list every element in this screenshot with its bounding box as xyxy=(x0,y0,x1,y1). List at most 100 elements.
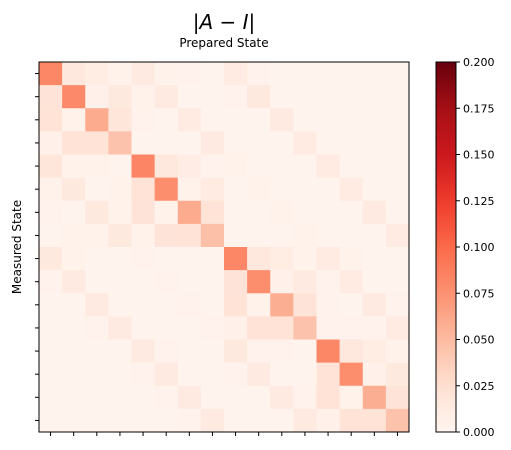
heatmap-cell xyxy=(224,154,248,178)
heatmap-cell xyxy=(339,270,364,294)
heatmap-cell xyxy=(85,62,109,86)
heatmap-cell xyxy=(177,177,202,202)
heatmap-cell xyxy=(385,293,410,317)
heatmap-cell xyxy=(224,362,248,387)
heatmap-cell xyxy=(108,293,132,317)
heatmap-cell xyxy=(316,247,340,271)
colorbar-tick-label: 0.150 xyxy=(463,149,495,162)
heatmap-cell xyxy=(177,247,202,271)
heatmap-cell xyxy=(154,247,179,271)
heatmap-cell xyxy=(293,293,317,317)
heatmap-cell xyxy=(362,339,387,363)
heatmap-cell xyxy=(154,293,179,317)
heatmap-cell xyxy=(339,200,364,225)
heatmap-cell xyxy=(85,293,109,317)
heatmap-cell xyxy=(108,108,132,132)
heatmap-cell xyxy=(362,316,387,340)
heatmap-cell xyxy=(316,339,340,363)
heatmap-cell xyxy=(316,270,340,294)
chart-title: |A − I| xyxy=(193,10,256,34)
heatmap-cell xyxy=(247,154,271,178)
heatmap-cell xyxy=(108,247,132,271)
heatmap-cell xyxy=(385,62,410,86)
heatmap-cell xyxy=(131,85,155,109)
heatmap-cell xyxy=(362,293,387,317)
heatmap-cell xyxy=(200,200,225,225)
heatmap-cell xyxy=(131,131,155,155)
heatmap-cell xyxy=(62,385,86,410)
heatmap-cell xyxy=(316,316,340,340)
colorbar-tick-label: 0.125 xyxy=(463,195,495,208)
heatmap-cell xyxy=(270,247,294,271)
heatmap-cell xyxy=(385,316,410,340)
heatmap-cell xyxy=(131,223,155,248)
heatmap-cell xyxy=(339,316,364,340)
heatmap-cell xyxy=(177,408,202,433)
colorbar-tick-label: 0.075 xyxy=(463,287,495,300)
heatmap-cell xyxy=(154,108,179,132)
heatmap-cell xyxy=(39,223,63,248)
heatmap-cell xyxy=(39,108,63,132)
heatmap-cell xyxy=(108,408,132,433)
heatmap-cell xyxy=(200,108,225,132)
heatmap-cell xyxy=(85,223,109,248)
heatmap-cell xyxy=(62,316,86,340)
heatmap-cell xyxy=(200,270,225,294)
heatmap-cell xyxy=(293,62,317,86)
heatmap-cell xyxy=(85,131,109,155)
heatmap-cell xyxy=(108,339,132,363)
heatmap-cell xyxy=(200,293,225,317)
heatmap-cell xyxy=(200,316,225,340)
heatmap-cell xyxy=(200,154,225,178)
heatmap-cell xyxy=(108,85,132,109)
heatmap-cell xyxy=(108,270,132,294)
heatmap-cell xyxy=(154,131,179,155)
heatmap-cell xyxy=(293,362,317,387)
heatmap-cell xyxy=(270,200,294,225)
heatmap-cell xyxy=(108,62,132,86)
heatmap-cell xyxy=(316,154,340,178)
heatmap-cell xyxy=(270,385,294,410)
heatmap-cell xyxy=(293,200,317,225)
heatmap-cell xyxy=(247,85,271,109)
heatmap-cell xyxy=(293,385,317,410)
heatmap-cell xyxy=(385,108,410,132)
heatmap-cell xyxy=(200,62,225,86)
heatmap-cell xyxy=(224,131,248,155)
heatmap-cell xyxy=(62,270,86,294)
heatmap-cell xyxy=(385,200,410,225)
heatmap-cell xyxy=(177,223,202,248)
heatmap-cell xyxy=(224,247,248,271)
heatmap-cell xyxy=(177,362,202,387)
heatmap-cell xyxy=(200,362,225,387)
heatmap-cell xyxy=(385,362,410,387)
heatmap-cell xyxy=(131,339,155,363)
heatmap-cell xyxy=(39,131,63,155)
heatmap-cell xyxy=(177,385,202,410)
heatmap-cell xyxy=(339,108,364,132)
x-axis-ticks xyxy=(50,432,398,436)
heatmap-cell xyxy=(200,339,225,363)
heatmap-cell xyxy=(385,408,410,433)
heatmap-cell xyxy=(154,200,179,225)
heatmap-cell xyxy=(316,131,340,155)
heatmap-cell xyxy=(339,293,364,317)
colorbar xyxy=(435,61,457,433)
heatmap-cell xyxy=(131,293,155,317)
y-axis-label: Measured State xyxy=(10,200,24,294)
heatmap-cell xyxy=(224,85,248,109)
heatmap-cell xyxy=(247,177,271,202)
heatmap-cell xyxy=(362,62,387,86)
heatmap-cell xyxy=(270,316,294,340)
heatmap-cell xyxy=(316,385,340,410)
heatmap-cell xyxy=(85,385,109,410)
heatmap-cell xyxy=(177,131,202,155)
heatmap-cell xyxy=(339,131,364,155)
heatmap-cell xyxy=(39,270,63,294)
heatmap-cell xyxy=(39,339,63,363)
heatmap-cell xyxy=(200,131,225,155)
heatmap-cell xyxy=(293,177,317,202)
heatmap-cell xyxy=(39,177,63,202)
heatmap-cell xyxy=(224,316,248,340)
heatmap-cell xyxy=(362,154,387,178)
